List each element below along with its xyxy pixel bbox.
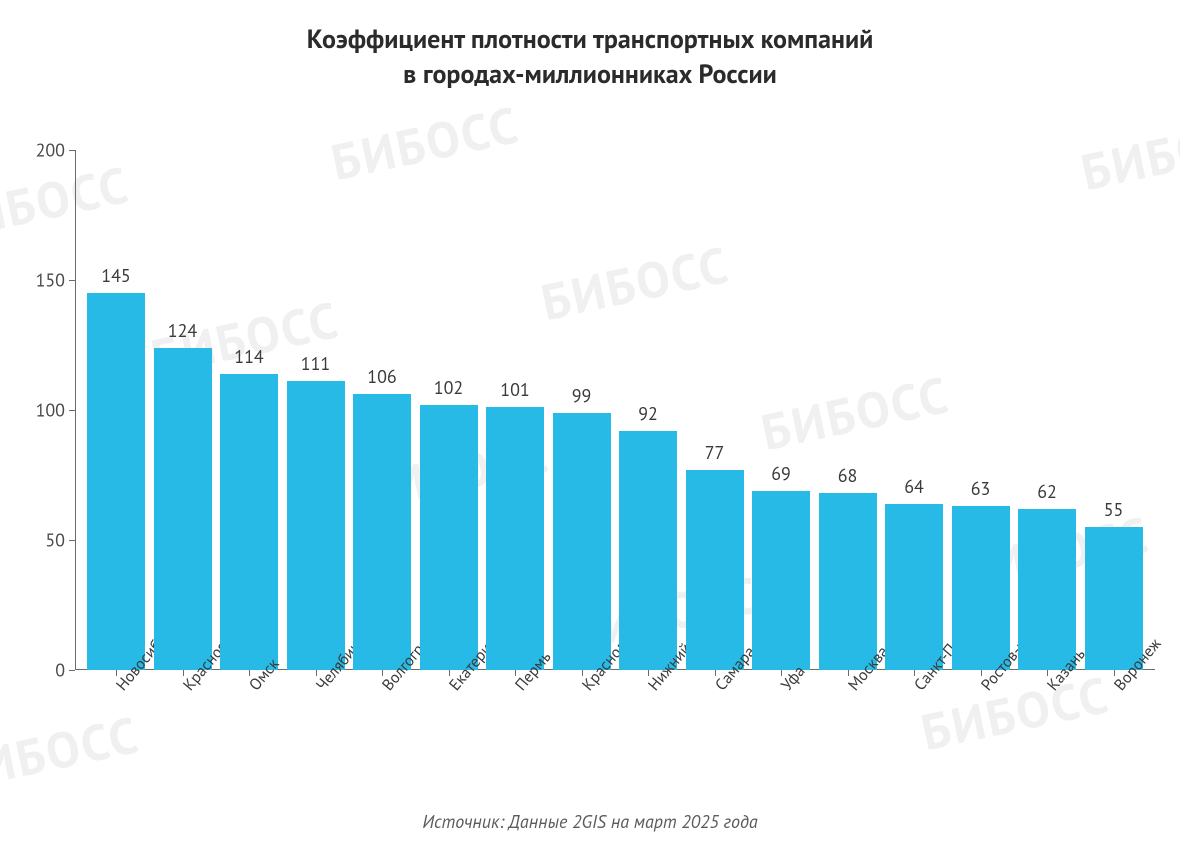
bar-rect (287, 381, 345, 670)
bar-value-label: 62 (1037, 480, 1057, 503)
bar: 77Самара (686, 470, 744, 670)
bar: 111Челябинск (287, 381, 345, 670)
chart-page: { "title": { "line1": "Коэффициент плотн… (0, 0, 1180, 847)
bar-value-label: 92 (638, 402, 658, 425)
bar-rect (752, 491, 810, 670)
bar: 92Нижний Новгород (619, 431, 677, 670)
bar: 63Ростов-на-Дону (952, 506, 1010, 670)
bar-rect (486, 407, 544, 670)
bar-rect (1018, 509, 1076, 670)
bar-value-label: 145 (101, 264, 130, 287)
bar-rect (154, 348, 212, 670)
bar-value-label: 114 (234, 345, 263, 368)
bar-rect (1085, 527, 1143, 670)
bar-rect (220, 374, 278, 670)
bar: 99Краснодар (553, 413, 611, 670)
bar-value-label: 99 (572, 384, 592, 407)
bar-rect (353, 394, 411, 670)
bar-value-label: 68 (838, 464, 858, 487)
watermark-text: БИБОСС (915, 661, 1114, 764)
y-tick-mark (69, 670, 75, 671)
bar-value-label: 101 (500, 378, 529, 401)
bar-value-label: 124 (168, 319, 197, 342)
bar-value-label: 106 (367, 365, 396, 388)
bar: 68Москва (819, 493, 877, 670)
bar: 62Казань (1018, 509, 1076, 670)
bar: 64Санкт-Петербург (885, 504, 943, 670)
bar: 145Новосибирск (87, 293, 145, 670)
bar: 114Омск (220, 374, 278, 670)
source-caption: Источник: Данные 2GIS на март 2025 года (0, 810, 1180, 833)
bar-value-label: 102 (434, 376, 463, 399)
bar-rect (885, 504, 943, 670)
chart-title-line1: Коэффициент плотности транспортных компа… (0, 22, 1180, 57)
bar: 102Екатеринбург (420, 405, 478, 670)
chart-title: Коэффициент плотности транспортных компа… (0, 22, 1180, 92)
bar-rect (819, 493, 877, 670)
bar-value-label: 63 (971, 477, 991, 500)
bar-value-label: 64 (904, 475, 924, 498)
bar-rect (952, 506, 1010, 670)
bar-rect (420, 405, 478, 670)
bar-rect (553, 413, 611, 670)
bar-rect (87, 293, 145, 670)
bar: 101Пермь (486, 407, 544, 670)
bar-value-label: 77 (705, 441, 725, 464)
bar: 106Волгоград (353, 394, 411, 670)
watermark-text: БИБОСС (0, 701, 145, 804)
bar-value-label: 69 (771, 462, 791, 485)
chart-title-line2: в городах-миллионниках России (0, 57, 1180, 92)
bar-value-label: 55 (1104, 498, 1124, 521)
bar: 55Воронеж (1085, 527, 1143, 670)
bar-rect (619, 431, 677, 670)
bars-container: 145Новосибирск124Красноярск114Омск111Чел… (75, 150, 1155, 670)
bar: 69Уфа (752, 491, 810, 670)
bar-value-label: 111 (301, 352, 330, 375)
bar-rect (686, 470, 744, 670)
plot-area: 050100150200 145Новосибирск124Красноярск… (75, 150, 1155, 670)
bar: 124Красноярск (154, 348, 212, 670)
